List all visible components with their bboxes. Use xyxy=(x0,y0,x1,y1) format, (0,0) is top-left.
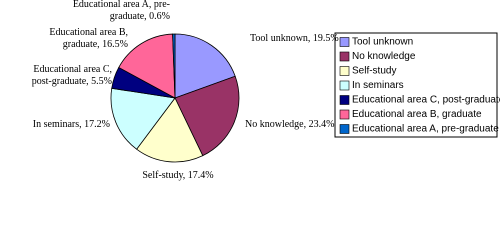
data-label: In seminars, 17.2% xyxy=(33,119,110,130)
legend-swatch xyxy=(339,80,350,91)
data-label: No knowledge, 23.4% xyxy=(245,119,334,130)
data-label: Educational area A, pre-graduate, 0.6% xyxy=(73,0,170,22)
legend-swatch xyxy=(339,37,350,47)
pie-slice xyxy=(110,87,176,150)
legend-label: Tool unknown xyxy=(352,37,413,48)
chart: Tool unknown, 19.5% Tool unknown No knowle… xyxy=(32,0,500,181)
legend-swatch xyxy=(339,124,350,134)
pie-slice xyxy=(174,75,240,157)
data-label: Educational area B, graduate, 16.5% xyxy=(49,27,128,50)
legend-label: No knowledge xyxy=(352,51,416,62)
legend-label: Self-study xyxy=(352,66,396,77)
legend-swatch xyxy=(339,51,350,62)
legend-label: Educational area A, pre-graduate xyxy=(352,124,499,135)
legend-swatch xyxy=(339,95,350,105)
legend-swatch xyxy=(339,66,350,76)
data-label: Tool unknown, 19.5% xyxy=(250,33,339,44)
pie-slice xyxy=(136,97,204,163)
legend-box xyxy=(334,32,498,138)
legend-swatch xyxy=(339,109,350,120)
data-label: Self-study, 17.4% xyxy=(142,170,213,181)
pie-slice xyxy=(118,33,176,99)
legend-label: Educational area C, post-graduate xyxy=(352,95,500,106)
pie-slice xyxy=(174,33,236,99)
legend-label: In seminars xyxy=(352,80,404,91)
legend-label: Educational area B, graduate xyxy=(352,109,482,120)
pie-slice xyxy=(172,33,176,99)
data-label: Educational area C, post-graduate, 5.5% xyxy=(32,64,112,87)
